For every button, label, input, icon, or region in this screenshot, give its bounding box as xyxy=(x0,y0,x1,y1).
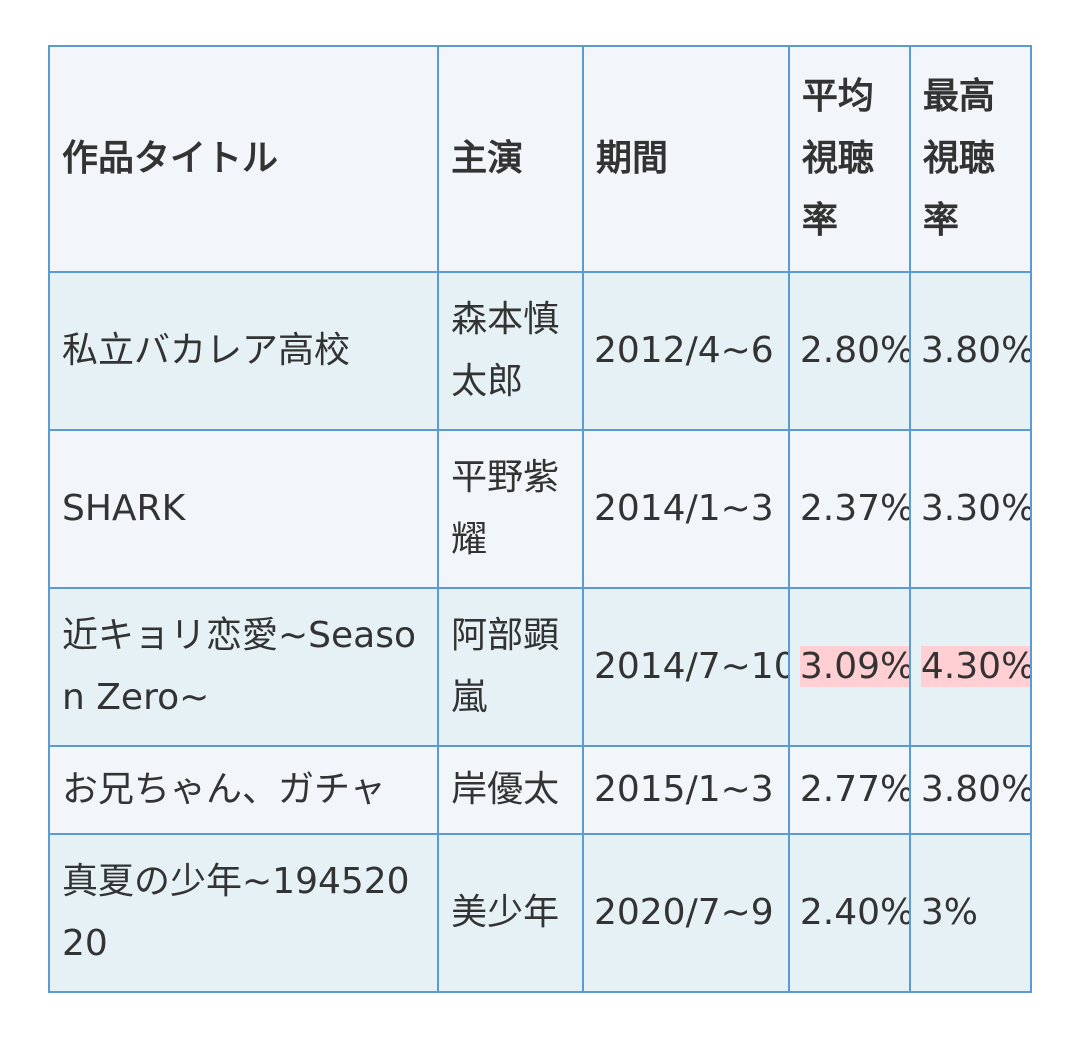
cell-avg-rating: 2.40% xyxy=(787,833,911,993)
max-rating-value: 3.80% xyxy=(920,330,1031,371)
avg-rating-value: 2.40% xyxy=(799,892,910,933)
cell-title: 私立バカレア高校 xyxy=(47,271,440,431)
drama-ratings-table: 作品タイトル 主演 期間 平均視聴率 最高視聴率 私立バカレア高校 森本慎太郎 … xyxy=(47,45,1033,993)
cell-lead: 森本慎太郎 xyxy=(437,271,584,431)
cell-avg-rating: 2.80% xyxy=(787,271,911,431)
table-row: 近キョリ恋愛~Season Zero~ 阿部顕嵐 2014/7~10 3.09%… xyxy=(47,587,1033,747)
cell-max-rating: 3.80% xyxy=(908,745,1033,835)
cell-max-rating: 3% xyxy=(908,833,1033,993)
table-row: SHARK 平野紫耀 2014/1~3 2.37% 3.30% xyxy=(47,429,1033,589)
cell-avg-rating: 3.09% xyxy=(787,587,911,747)
avg-rating-value: 2.37% xyxy=(799,488,910,529)
cell-period: 2014/1~3 xyxy=(581,429,790,589)
cell-period: 2014/7~10 xyxy=(581,587,790,747)
avg-rating-value: 2.80% xyxy=(799,330,910,371)
ratings-table-container: 作品タイトル 主演 期間 平均視聴率 最高視聴率 私立バカレア高校 森本慎太郎 … xyxy=(47,45,1033,993)
highlighted-avg-rating: 3.09% xyxy=(799,646,908,687)
max-rating-value: 3.30% xyxy=(920,488,1031,529)
header-lead: 主演 xyxy=(437,45,584,273)
max-rating-value: 3% xyxy=(920,892,979,933)
cell-period: 2015/1~3 xyxy=(581,745,790,835)
cell-lead: 阿部顕嵐 xyxy=(437,587,584,747)
table-row: お兄ちゃん、ガチャ 岸優太 2015/1~3 2.77% 3.80% xyxy=(47,745,1033,835)
cell-lead: 岸優太 xyxy=(437,745,584,835)
table-row: 真夏の少年~19452020 美少年 2020/7~9 2.40% 3% xyxy=(47,833,1033,993)
cell-period: 2020/7~9 xyxy=(581,833,790,993)
cell-period: 2012/4~6 xyxy=(581,271,790,431)
cell-avg-rating: 2.77% xyxy=(787,745,911,835)
cell-lead: 美少年 xyxy=(437,833,584,993)
avg-rating-value: 2.77% xyxy=(799,769,910,810)
cell-title: 近キョリ恋愛~Season Zero~ xyxy=(47,587,440,747)
cell-max-rating: 4.30% xyxy=(908,587,1033,747)
table-header-row: 作品タイトル 主演 期間 平均視聴率 最高視聴率 xyxy=(47,45,1033,273)
cell-title: 真夏の少年~19452020 xyxy=(47,833,440,993)
header-max-rating: 最高視聴率 xyxy=(908,45,1033,273)
header-period: 期間 xyxy=(581,45,790,273)
cell-max-rating: 3.30% xyxy=(908,429,1033,589)
header-avg-rating: 平均視聴率 xyxy=(787,45,911,273)
highlighted-max-rating: 4.30% xyxy=(920,646,1029,687)
cell-title: SHARK xyxy=(47,429,440,589)
table-row: 私立バカレア高校 森本慎太郎 2012/4~6 2.80% 3.80% xyxy=(47,271,1033,431)
cell-avg-rating: 2.37% xyxy=(787,429,911,589)
cell-title: お兄ちゃん、ガチャ xyxy=(47,745,440,835)
cell-lead: 平野紫耀 xyxy=(437,429,584,589)
max-rating-value: 3.80% xyxy=(920,769,1031,810)
cell-max-rating: 3.80% xyxy=(908,271,1033,431)
header-title: 作品タイトル xyxy=(47,45,440,273)
